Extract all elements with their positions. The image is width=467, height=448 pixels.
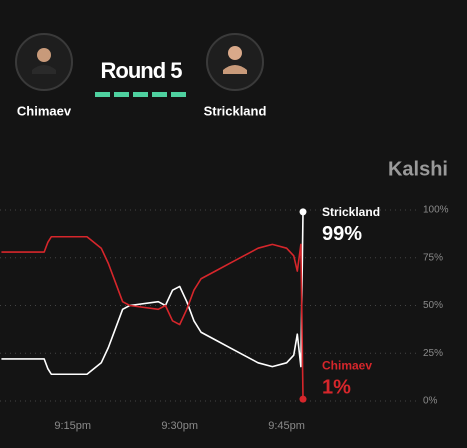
fighter-avatar [15, 33, 73, 91]
value-label: 99% [322, 223, 362, 245]
value-label: 1% [322, 376, 351, 398]
round-progress [95, 92, 186, 97]
end-point [299, 395, 307, 403]
series-line [1, 235, 304, 400]
legend-label: Chimaev [322, 358, 372, 372]
brand: Kalshi [388, 158, 448, 180]
y-tick-label: 75% [423, 252, 443, 263]
y-tick-label: 100% [423, 205, 449, 216]
plot: 0% 25% 50% 75% 100% 9:15pm 9:30pm 9:45pm Strickl… [0, 205, 449, 432]
round-label: Round 5 [101, 58, 183, 83]
legend-label: Strickland [322, 205, 380, 219]
y-tick-label: 0% [423, 396, 438, 407]
x-tick-label: 9:30pm [161, 420, 198, 432]
y-tick-label: 50% [423, 300, 443, 311]
fighter-avatar [206, 33, 264, 91]
series-line [1, 211, 304, 376]
fighter-name: Chimaev [17, 103, 72, 118]
y-tick-label: 25% [423, 348, 443, 359]
fighter-name: Strickland [204, 103, 267, 118]
x-tick-label: 9:45pm [268, 420, 305, 432]
x-tick-label: 9:15pm [54, 420, 91, 432]
end-point [299, 208, 307, 216]
